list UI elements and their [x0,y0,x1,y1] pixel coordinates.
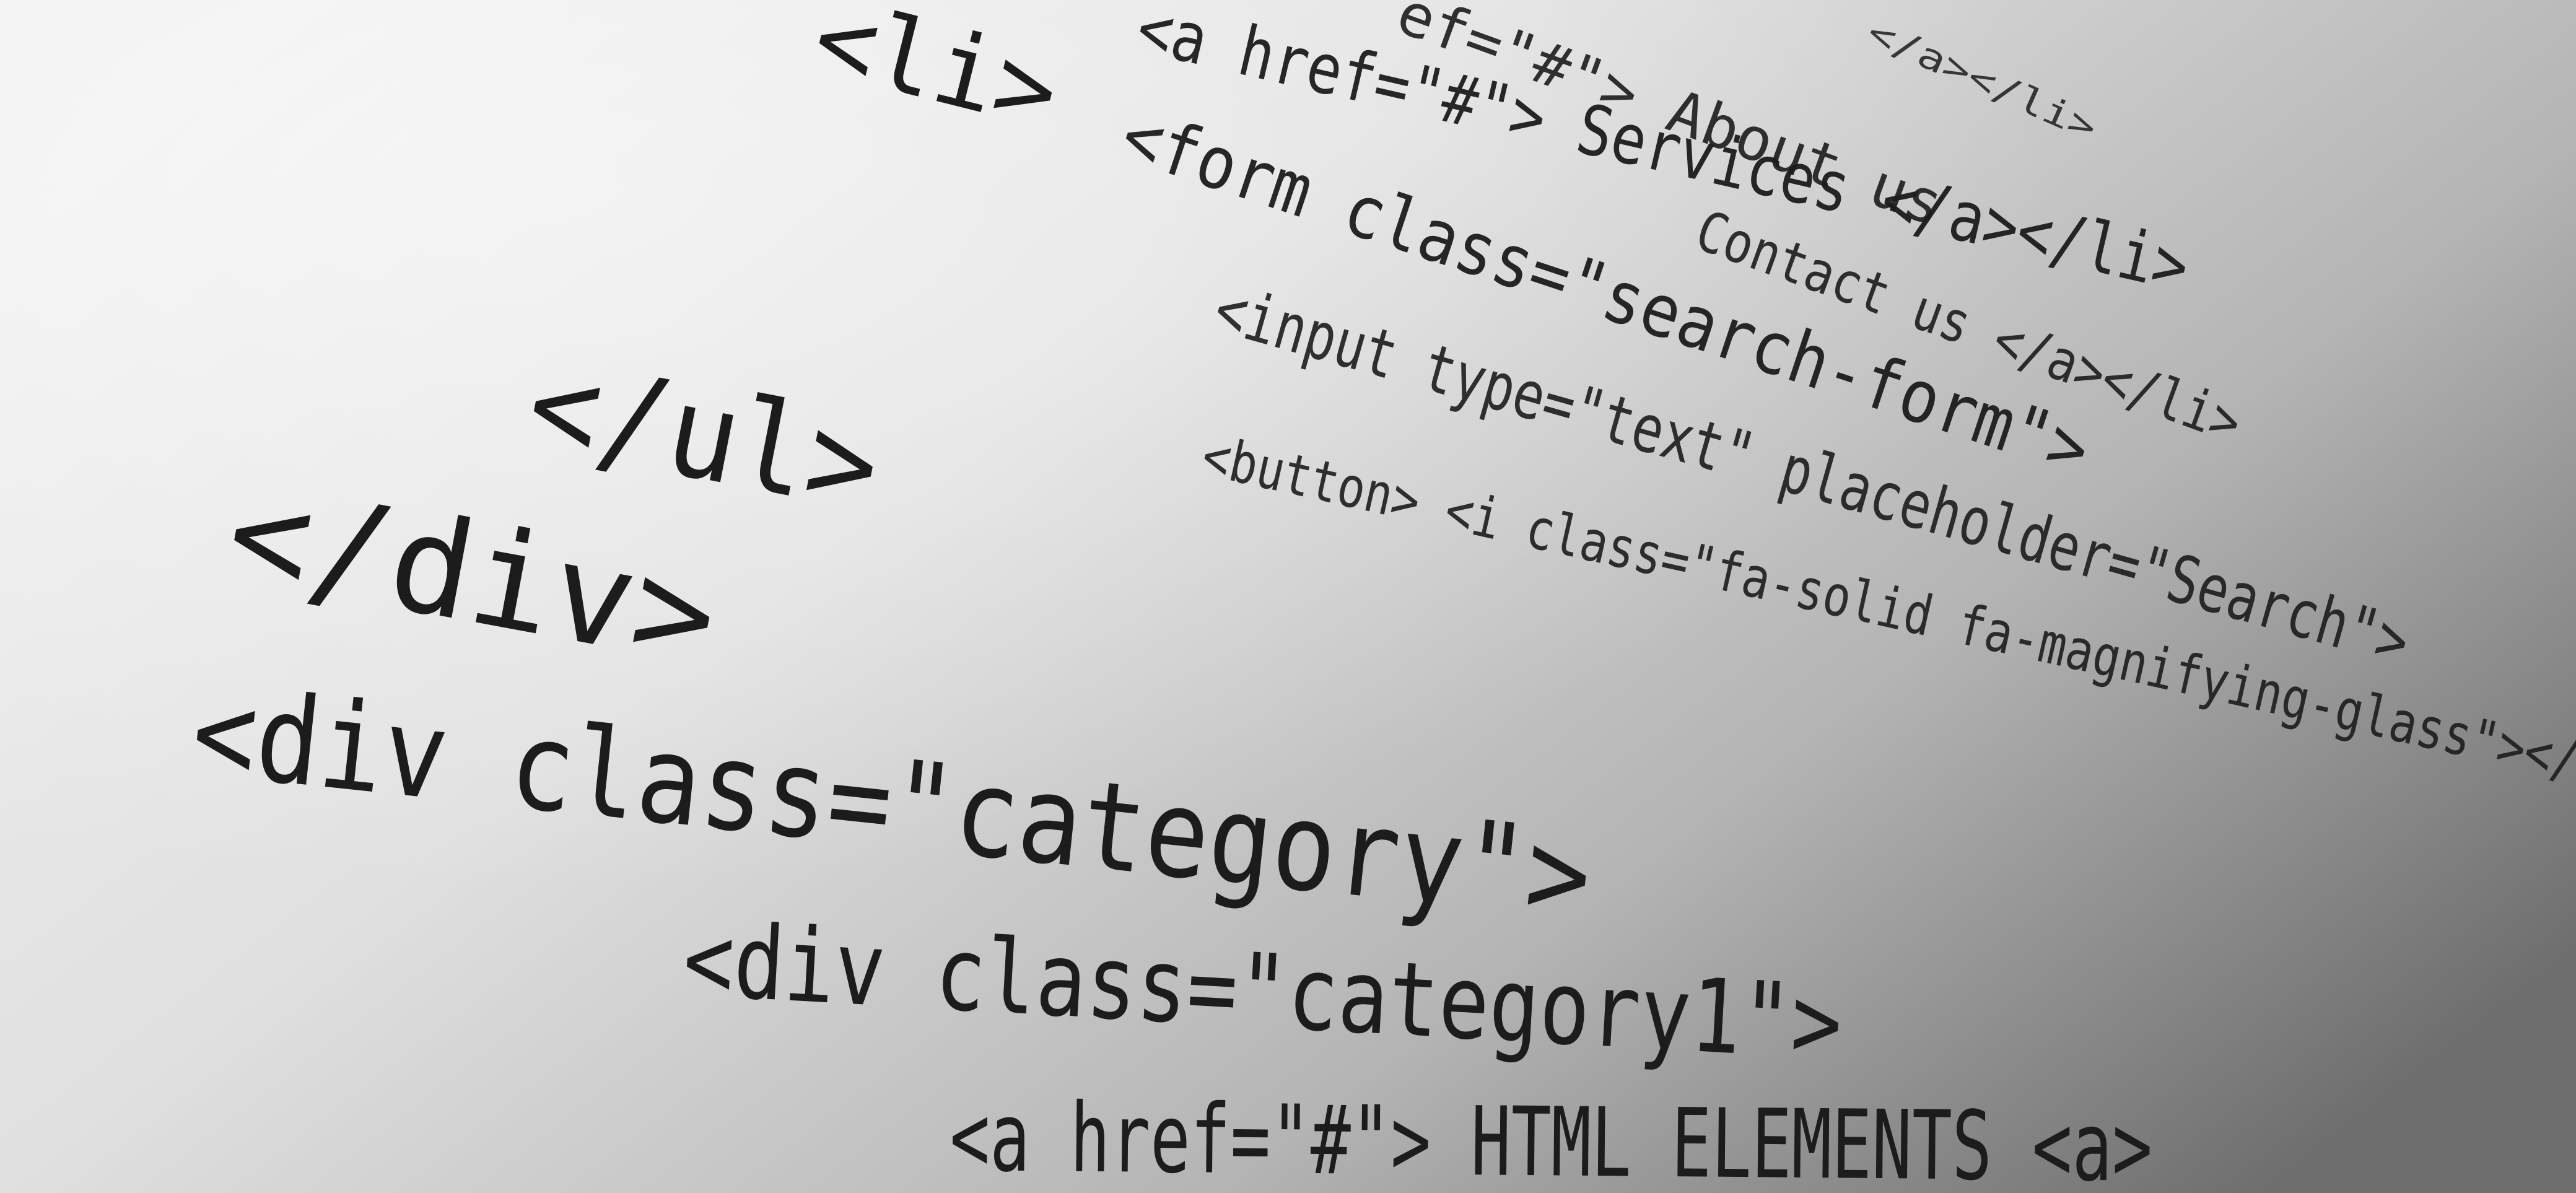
code-line: <a href="#"> HTML ELEMENTS <a> [950,1082,2153,1193]
